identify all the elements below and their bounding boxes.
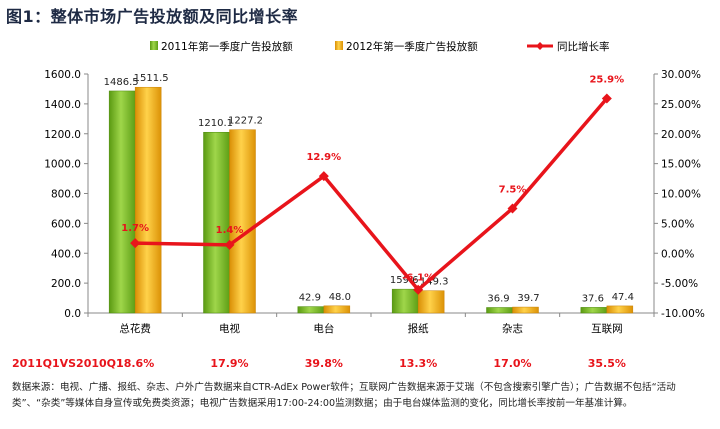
bar-value-label: 36.9 (487, 293, 509, 304)
legend-swatch (150, 41, 158, 50)
x-tick-label: 总花费 (119, 322, 151, 335)
bar-value-label: 149.3 (420, 277, 449, 288)
y-tick-label-left: 1600.0 (44, 69, 81, 81)
bar-value-label: 159.6 (390, 275, 419, 286)
growth-line-path (135, 97, 609, 292)
y-tick-label-left: 0.0 (64, 308, 81, 320)
bar-2011 (108, 90, 136, 314)
x-tick-label: 电视 (219, 322, 240, 335)
growth-point (413, 284, 424, 295)
yoy-value: 35.5% (587, 357, 626, 370)
bar-value-label: 1210.1 (198, 118, 233, 129)
x-tick-label: 电台 (313, 322, 334, 335)
bar-2012 (134, 86, 162, 314)
yoy-value: 39.8% (304, 357, 343, 370)
y-tick-label-left: 600.0 (51, 218, 81, 230)
bar-2011 (486, 307, 513, 314)
x-tick-label: 杂志 (502, 322, 523, 335)
y-tick-label-right: 15.00% (661, 159, 701, 171)
legend-label: 2011年第一季度广告投放额 (161, 40, 293, 53)
bars: 1486.5 1210.1 42.9 159.6 36.9 37.6 1511.5 1227.… (104, 73, 634, 314)
growth-point (507, 203, 518, 214)
axes: 0.0 200.0 400.0 600.0 800.0 1000.0 1200.0 1400.… (44, 69, 705, 335)
bar-value-label: 37.6 (582, 293, 604, 304)
legend-label: 同比增长率 (557, 40, 610, 53)
yoy-value: 18.6% (116, 357, 155, 370)
growth-line: 1.7% 1.4% 12.9% -6.1% 7.5% 25.9% (121, 74, 624, 295)
yoy-value: 17.9% (210, 357, 249, 370)
yoy-row-label: 2011Q1VS2010Q1 (12, 357, 124, 370)
bar-value-label: 48.0 (329, 292, 351, 303)
growth-point (318, 171, 329, 182)
growth-point (130, 238, 141, 249)
bar-2012 (417, 290, 445, 314)
bar-2011 (391, 288, 419, 314)
bar-value-label: 1486.5 (104, 77, 139, 88)
growth-value-label: 12.9% (306, 152, 341, 163)
y-tick-label-right: -5.00% (661, 278, 698, 290)
growth-value-label: 1.4% (216, 225, 244, 236)
growth-point (601, 93, 612, 104)
bar-value-label: 42.9 (299, 293, 321, 304)
y-tick-label-right: 10.00% (661, 189, 701, 201)
yoy-row: 2011Q1VS2010Q1 18.6% 17.9% 39.8% 13.3% 17.0%… (0, 354, 720, 374)
y-tick-label-left: 400.0 (51, 248, 81, 260)
bar-value-label: 1227.2 (228, 116, 263, 127)
bar-2012 (229, 129, 256, 314)
y-tick-label-left: 1400.0 (44, 99, 81, 111)
y-tick-label-right: 0.00% (661, 248, 694, 260)
yoy-value: 17.0% (493, 357, 532, 370)
bar-2012 (606, 305, 634, 314)
bar-value-label: 39.7 (517, 293, 539, 304)
y-tick-label-left: 1000.0 (44, 159, 81, 171)
y-tick-label-right: -10.00% (661, 308, 705, 320)
growth-point (224, 239, 235, 250)
y-tick-label-left: 800.0 (51, 189, 81, 201)
legend: 2011年第一季度广告投放额 2012年第一季度广告投放额 同比增长率 (150, 40, 610, 53)
bar-2011 (580, 307, 608, 314)
bar-2011 (203, 131, 230, 314)
y-tick-label-right: 30.00% (661, 69, 701, 81)
chart-title: 图1：整体市场广告投放额及同比增长率 (6, 7, 299, 26)
y-tick-label-right: 25.00% (661, 99, 701, 111)
legend-label: 2012年第一季度广告投放额 (346, 40, 478, 53)
growth-value-label: 1.7% (121, 223, 149, 234)
source-note: 数据来源：电视、广播、报纸、杂志、户外广告数据来自CTR-AdEx Power软… (12, 382, 676, 409)
bar-2011 (297, 306, 325, 314)
growth-value-label: 7.5% (499, 184, 527, 195)
growth-value-label: 25.9% (589, 74, 624, 85)
bar-value-label: 47.4 (612, 292, 634, 303)
y-tick-label-left: 200.0 (51, 278, 81, 290)
y-tick-label-right: 5.00% (661, 218, 694, 230)
y-tick-label-left: 1200.0 (44, 129, 81, 141)
legend-marker (536, 42, 544, 50)
x-tick-label: 互联网 (591, 323, 623, 335)
growth-value-label: -6.1% (402, 273, 434, 284)
bar-value-label: 1511.5 (134, 73, 169, 84)
bar-2012 (512, 306, 539, 314)
combo-chart: 2011年第一季度广告投放额 2012年第一季度广告投放额 同比增长率 0.0 200… (44, 40, 705, 335)
legend-swatch (335, 41, 343, 50)
bar-2012 (323, 305, 351, 314)
y-tick-label-right: 20.00% (661, 129, 701, 141)
x-tick-label: 报纸 (408, 322, 429, 335)
yoy-value: 13.3% (399, 357, 438, 370)
